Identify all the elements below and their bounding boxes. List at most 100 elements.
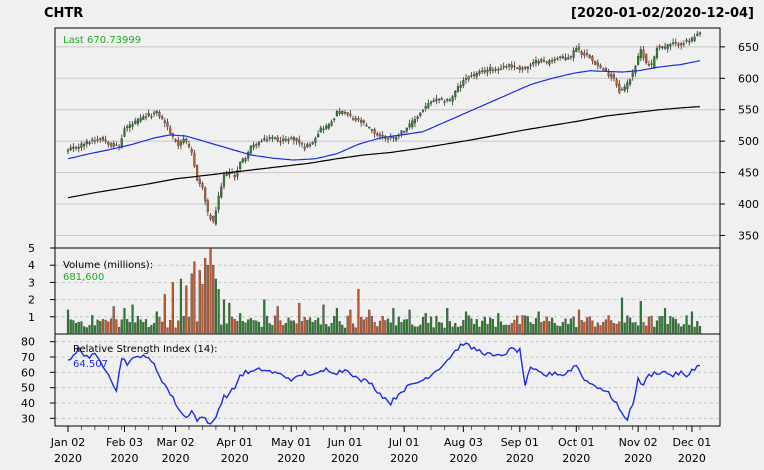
volume-bar xyxy=(427,322,430,335)
candle-up xyxy=(494,69,497,71)
candle-up xyxy=(464,78,468,80)
candle-down xyxy=(658,45,661,48)
candle-up xyxy=(672,42,675,44)
candle-up xyxy=(505,66,508,68)
candle-down xyxy=(580,51,583,55)
volume-bar xyxy=(66,309,70,335)
volume-bar xyxy=(295,323,298,335)
volume-bar xyxy=(104,319,107,335)
candle-down xyxy=(177,139,180,146)
candle-up xyxy=(693,36,696,41)
price-tick-label: 350 xyxy=(738,229,759,242)
candle-up xyxy=(478,71,481,74)
candle-up xyxy=(405,127,408,132)
candle-up xyxy=(553,59,556,61)
candle-up xyxy=(685,39,688,42)
candle-up xyxy=(429,101,433,104)
volume-bar xyxy=(604,319,607,335)
candle-down xyxy=(298,139,301,144)
candle-down xyxy=(594,61,597,65)
volume-bar xyxy=(249,318,252,335)
volume-bar xyxy=(158,317,161,335)
volume-bar xyxy=(577,309,581,335)
candle-down xyxy=(588,54,591,59)
volume-bar xyxy=(298,302,301,335)
volume-bar xyxy=(384,320,387,335)
candle-up xyxy=(440,98,443,100)
candle-up xyxy=(314,138,317,143)
volume-bar xyxy=(69,319,72,335)
candle-up xyxy=(400,130,403,134)
volume-bar xyxy=(338,321,341,335)
candle-down xyxy=(591,56,594,62)
rsi-line xyxy=(67,342,701,425)
candle-down xyxy=(378,133,382,137)
volume-bar xyxy=(368,309,371,335)
volume-bar xyxy=(161,321,164,335)
candle-down xyxy=(510,64,513,68)
candle-up xyxy=(411,120,414,128)
candle-down xyxy=(212,216,215,222)
candle-up xyxy=(139,117,142,122)
candle-down xyxy=(74,147,78,149)
candle-down xyxy=(585,53,589,55)
volume-bar xyxy=(392,308,395,335)
volume-bar xyxy=(438,322,441,335)
volume-bar xyxy=(212,265,215,335)
volume-bar xyxy=(171,282,174,335)
candle-up xyxy=(236,170,239,177)
candle-up xyxy=(72,146,75,149)
x-tick-month-label: Mar 02 xyxy=(156,436,194,449)
volume-bar xyxy=(362,319,365,335)
volume-bar xyxy=(330,323,333,335)
candle-up xyxy=(228,171,231,176)
candle-down xyxy=(150,115,153,118)
volume-bar xyxy=(112,306,115,335)
candle-down xyxy=(193,152,196,167)
volume-bar xyxy=(421,317,425,335)
price-tick-label: 650 xyxy=(738,41,759,54)
volume-bar xyxy=(317,317,320,335)
candle-up xyxy=(421,110,425,112)
volume-bar xyxy=(505,324,508,335)
candle-up xyxy=(532,62,535,65)
candle-down xyxy=(265,139,269,141)
candle-up xyxy=(454,90,457,97)
volume-bar xyxy=(502,324,505,335)
volume-bar xyxy=(118,327,121,335)
volume-bar xyxy=(91,315,94,335)
ma200-line xyxy=(67,106,701,199)
candle-down xyxy=(647,64,650,66)
volume-bar xyxy=(190,273,193,335)
volume-bar xyxy=(553,323,556,335)
volume-bar xyxy=(346,315,349,335)
volume-bar xyxy=(685,315,688,335)
volume-bar xyxy=(236,320,239,335)
price-tick-label: 550 xyxy=(738,104,759,117)
candle-up xyxy=(408,123,411,128)
x-tick-year-label: 2020 xyxy=(162,452,190,465)
volume-bar xyxy=(588,316,591,335)
volume-bar xyxy=(300,321,304,335)
volume-bar xyxy=(650,315,653,335)
candle-up xyxy=(639,49,642,59)
volume-bar xyxy=(147,327,150,335)
volume-tick-label: 4 xyxy=(28,259,35,272)
volume-bar xyxy=(591,320,594,335)
price-candles xyxy=(66,30,702,226)
candle-up xyxy=(257,142,261,146)
volume-bar xyxy=(443,327,446,335)
candle-up xyxy=(244,158,247,162)
volume-bar xyxy=(303,317,306,335)
candle-up xyxy=(602,68,605,71)
candle-down xyxy=(209,215,212,220)
volume-bar xyxy=(569,318,572,335)
x-tick-year-label: 2020 xyxy=(221,452,249,465)
volume-bar xyxy=(378,320,382,335)
volume-bar xyxy=(637,325,640,335)
volume-bar xyxy=(322,304,325,335)
volume-bar xyxy=(214,278,218,335)
candle-up xyxy=(674,42,677,44)
rsi-tick-label: 80 xyxy=(21,336,35,349)
candle-up xyxy=(147,113,150,116)
